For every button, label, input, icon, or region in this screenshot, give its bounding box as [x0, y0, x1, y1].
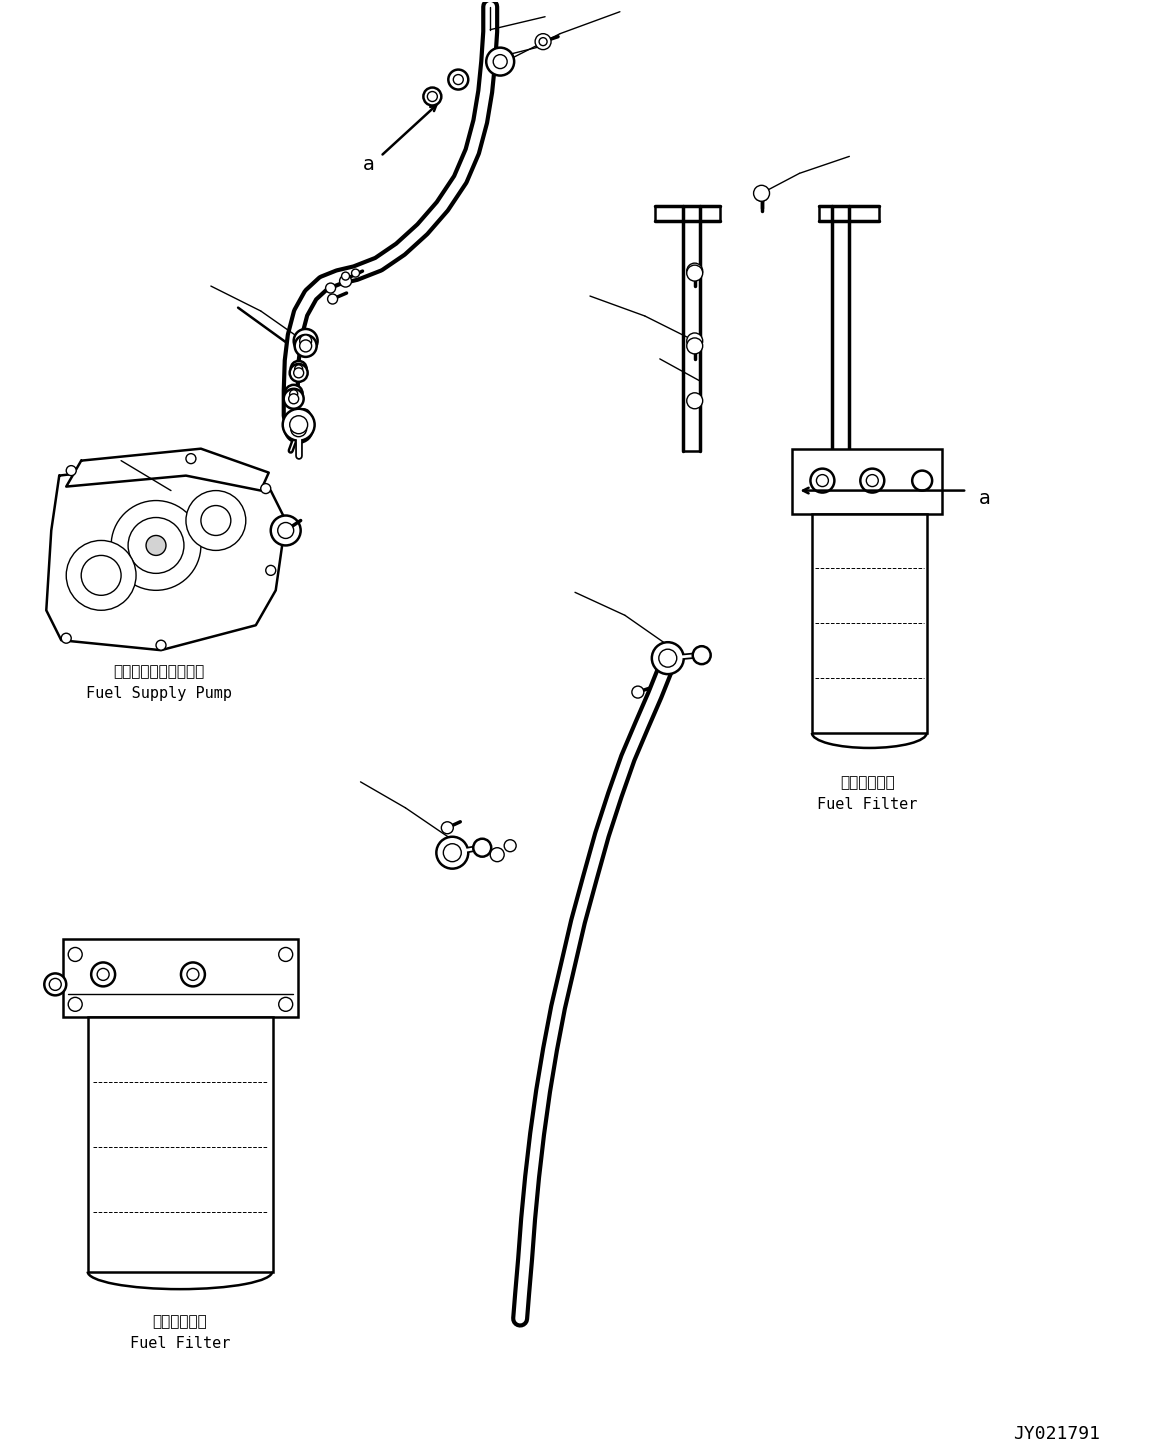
Circle shape: [860, 469, 884, 492]
Circle shape: [436, 837, 468, 869]
Circle shape: [494, 55, 507, 68]
Circle shape: [290, 421, 306, 437]
Circle shape: [755, 188, 769, 201]
Circle shape: [632, 686, 644, 697]
Circle shape: [290, 390, 298, 397]
Circle shape: [535, 33, 551, 50]
Text: a: a: [979, 489, 991, 508]
Circle shape: [504, 840, 516, 852]
Circle shape: [423, 87, 442, 105]
Circle shape: [428, 92, 437, 102]
Circle shape: [290, 364, 307, 381]
Circle shape: [156, 641, 166, 651]
Circle shape: [289, 393, 298, 403]
Circle shape: [299, 339, 312, 352]
Circle shape: [201, 505, 231, 536]
Circle shape: [290, 416, 307, 434]
Circle shape: [50, 978, 61, 990]
Circle shape: [61, 633, 72, 644]
Circle shape: [294, 329, 318, 352]
Polygon shape: [46, 460, 286, 651]
Circle shape: [284, 415, 312, 443]
Bar: [88, 1018, 273, 1271]
Circle shape: [816, 475, 829, 486]
Circle shape: [295, 335, 317, 357]
Circle shape: [487, 48, 514, 76]
Circle shape: [473, 839, 491, 856]
Bar: [833, 207, 850, 451]
Circle shape: [266, 565, 276, 575]
Circle shape: [68, 997, 82, 1012]
Circle shape: [297, 409, 311, 422]
Bar: [813, 514, 927, 732]
Circle shape: [111, 501, 201, 590]
Text: a: a: [363, 154, 375, 173]
Circle shape: [283, 409, 314, 441]
Circle shape: [341, 272, 349, 280]
Text: フェルサプライポンプ: フェルサプライポンプ: [113, 664, 205, 680]
Bar: [793, 448, 942, 514]
Circle shape: [146, 536, 166, 555]
Text: 燃料フィルタ: 燃料フィルタ: [840, 776, 895, 791]
Circle shape: [652, 642, 683, 674]
Circle shape: [271, 515, 301, 546]
Text: Fuel Filter: Fuel Filter: [129, 1337, 230, 1351]
Circle shape: [687, 333, 703, 349]
Circle shape: [351, 269, 360, 277]
Circle shape: [327, 294, 338, 304]
Text: Fuel Filter: Fuel Filter: [817, 798, 918, 812]
Circle shape: [294, 368, 304, 379]
Circle shape: [186, 454, 195, 463]
Circle shape: [449, 70, 468, 89]
Bar: [64, 939, 298, 1018]
Circle shape: [326, 282, 335, 293]
Circle shape: [91, 962, 116, 986]
Circle shape: [687, 264, 703, 280]
Circle shape: [279, 997, 292, 1012]
Circle shape: [299, 335, 312, 347]
Circle shape: [186, 491, 246, 550]
Circle shape: [261, 483, 271, 494]
Circle shape: [181, 962, 205, 986]
Circle shape: [283, 389, 304, 409]
Circle shape: [68, 948, 82, 961]
Circle shape: [66, 540, 136, 610]
Circle shape: [277, 523, 294, 539]
Circle shape: [687, 265, 703, 281]
Circle shape: [81, 555, 121, 596]
Circle shape: [442, 821, 453, 834]
Circle shape: [539, 38, 547, 45]
Circle shape: [66, 466, 76, 476]
Circle shape: [443, 843, 461, 862]
Circle shape: [279, 948, 292, 961]
Circle shape: [810, 469, 835, 492]
Circle shape: [44, 974, 66, 996]
Circle shape: [912, 470, 932, 491]
Circle shape: [659, 649, 676, 667]
Circle shape: [866, 475, 879, 486]
Circle shape: [340, 275, 351, 287]
Text: Fuel Supply Pump: Fuel Supply Pump: [86, 686, 232, 700]
Circle shape: [754, 185, 770, 201]
Circle shape: [295, 365, 303, 373]
Text: 燃料フィルタ: 燃料フィルタ: [153, 1315, 207, 1329]
Circle shape: [284, 384, 303, 403]
Circle shape: [341, 275, 349, 282]
Circle shape: [687, 393, 703, 409]
Circle shape: [97, 968, 109, 980]
Circle shape: [490, 847, 504, 862]
Polygon shape: [66, 448, 268, 491]
Circle shape: [687, 338, 703, 354]
Circle shape: [692, 646, 711, 664]
Circle shape: [453, 74, 464, 84]
Circle shape: [187, 968, 199, 980]
Bar: [683, 207, 699, 451]
Circle shape: [290, 361, 306, 377]
Circle shape: [128, 517, 184, 574]
Text: JY021791: JY021791: [1014, 1425, 1101, 1443]
